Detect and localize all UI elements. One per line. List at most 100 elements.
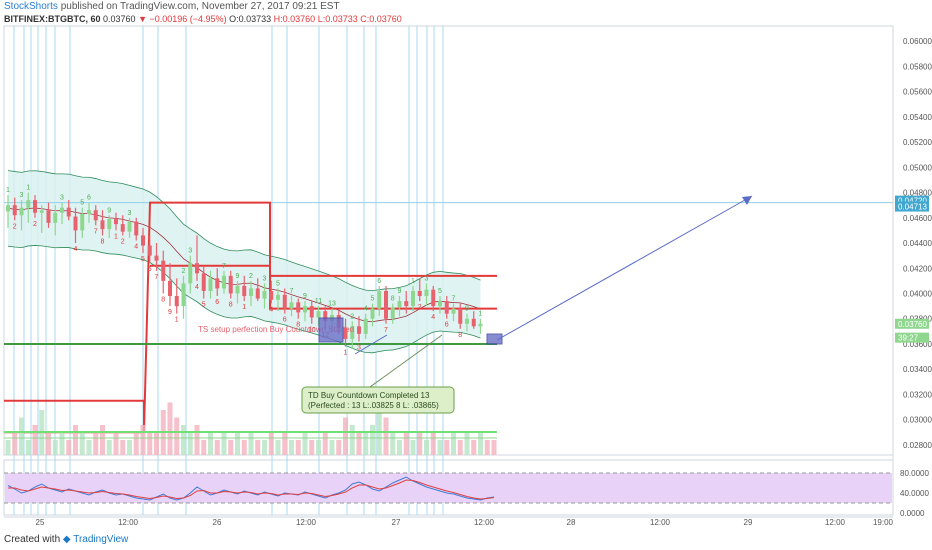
candle-body (404, 301, 409, 307)
volume-bar (309, 440, 315, 455)
candle-body (60, 207, 64, 213)
candle-body (93, 210, 98, 221)
td-count-label: 2 (249, 273, 253, 280)
candle-body (235, 285, 240, 294)
rsi-tick-label: 0.0000 (900, 509, 925, 518)
volume-bar (282, 432, 288, 455)
volume-bar (86, 440, 92, 455)
publisher-name[interactable]: StockShorts (4, 1, 58, 12)
candle-body (255, 288, 260, 299)
candle-body (66, 207, 71, 217)
y-tick-label: 0.05000 (903, 163, 932, 172)
candle-body (458, 308, 463, 324)
volume-bar (113, 432, 119, 455)
candle-body (444, 301, 449, 314)
volume-bar (363, 432, 369, 455)
candle-body (19, 207, 24, 216)
published-text: published on TradingView.com, November 2… (60, 1, 340, 12)
y-tick-label: 0.05400 (903, 113, 932, 122)
candle-body (46, 210, 51, 223)
candle-body (370, 308, 375, 319)
volume-bar (430, 432, 436, 455)
candle-body (107, 219, 112, 230)
forecast-arrow-head (742, 196, 752, 205)
td-count-label: 3 (425, 275, 429, 282)
x-tick-label: 29 (744, 518, 753, 527)
candle-body (174, 296, 179, 307)
volume-bar (478, 432, 483, 455)
price-marker (895, 201, 929, 212)
x-tick-label: 19:00 (873, 518, 894, 527)
td-count-label: 1 (175, 317, 179, 324)
td-count-label: 4 (134, 244, 138, 251)
y-tick-label: 0.03200 (903, 390, 932, 399)
callout-line (369, 334, 443, 388)
td-count-label: 1 (479, 311, 483, 318)
td-count-label: 1 (114, 233, 118, 240)
volume-bar (410, 440, 416, 455)
volume-bar (262, 440, 267, 455)
td-count-label: 1 (411, 278, 415, 285)
candle-body (438, 301, 442, 307)
candle-body (269, 290, 274, 300)
td-count-label: 5 (371, 296, 375, 303)
candle-body (282, 294, 287, 309)
td-count-label: 8 (101, 238, 105, 245)
volume-bar (221, 432, 227, 455)
candle-body (114, 219, 118, 225)
volume-bar (167, 402, 173, 455)
x-tick-label: 12:00 (650, 518, 671, 527)
candle-body (215, 278, 220, 289)
price-marker-label: 0.04720 (898, 197, 927, 206)
candle-body (316, 311, 321, 318)
candle-body (222, 275, 226, 289)
td-count-label: 1 (26, 185, 30, 192)
x-tick-label: 28 (567, 518, 576, 527)
volume-bar (127, 440, 132, 455)
symbol-line: BITFINEX:BTGBTC, 60 0.03760 ▼ −0.00196 (… (4, 14, 402, 24)
td-count-label: 13 (328, 301, 336, 308)
candle-body (201, 273, 206, 291)
volume-bar (147, 432, 153, 455)
y-tick-label: 0.03000 (903, 416, 932, 425)
candle-body (80, 214, 85, 231)
candle-body (309, 306, 314, 318)
tdst-resistance-line-2 (150, 264, 497, 310)
td-setup-text: TS setup perfection Buy Countdown Starte… (198, 325, 354, 334)
candle-body (411, 290, 415, 307)
y-tick-label: 0.04800 (903, 189, 932, 198)
candle-body (188, 263, 193, 284)
volume-bar (194, 425, 200, 455)
x-tick-label: 12:00 (825, 518, 846, 527)
volume-bar (52, 440, 58, 455)
bollinger-band-fill (8, 170, 481, 353)
volume-bar (268, 432, 274, 455)
volume-bar (32, 425, 38, 455)
volume-bar (46, 432, 51, 455)
bollinger-upper-line (7, 170, 481, 292)
volume-bar (322, 432, 328, 455)
candle-body (208, 278, 213, 291)
callout-text-line-2: (Perfected : 13 L:.03825 8 L: .03865) (308, 401, 439, 410)
td-count-label: 10 (308, 327, 316, 334)
candle-body (87, 210, 91, 215)
y-tick-label: 0.04200 (903, 264, 932, 273)
td-count-label: 7 (222, 263, 226, 270)
volume-bar (451, 432, 456, 455)
y-tick-label: 0.05200 (903, 138, 932, 147)
candle-body (323, 311, 328, 322)
td-count-label: 9 (303, 293, 307, 300)
x-tick-label: 12:00 (118, 518, 139, 527)
td-count-label: 7 (384, 327, 388, 334)
candle-body (242, 285, 247, 297)
volume-bar (343, 417, 348, 455)
td-count-label: 7 (290, 288, 294, 295)
y-tick-label: 0.06000 (903, 37, 932, 46)
created-with-text: Created with (4, 534, 61, 545)
volume-bar (5, 440, 11, 455)
tradingview-logo-icon[interactable]: ◆ (62, 534, 71, 545)
tradingview-brand[interactable]: TradingView (73, 534, 129, 545)
volume-bar (471, 440, 477, 455)
candle-body (377, 290, 382, 309)
